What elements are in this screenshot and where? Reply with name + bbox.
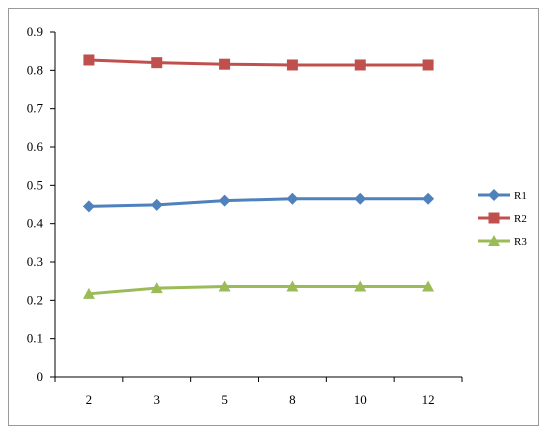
legend-label: R1 xyxy=(514,190,527,202)
legend-item-r3: R3 xyxy=(478,235,527,248)
data-point-r1 xyxy=(422,192,435,205)
data-point-r2 xyxy=(354,59,366,71)
series-layer xyxy=(82,54,435,299)
y-tick-label: 0.5 xyxy=(27,177,43,192)
data-point-r2 xyxy=(83,54,95,66)
legend: R1 R2 R3 xyxy=(478,189,527,248)
legend-item-r2: R2 xyxy=(478,212,527,225)
data-point-r3 xyxy=(286,280,299,292)
data-point-r1 xyxy=(286,192,299,205)
y-tick-label: 0.9 xyxy=(27,24,43,39)
y-tick-label: 0.1 xyxy=(27,331,43,346)
y-tick-label: 0.6 xyxy=(27,139,44,154)
data-point-r3 xyxy=(218,280,231,292)
y-tick-label: 0.3 xyxy=(27,254,43,269)
legend-marker xyxy=(488,235,500,246)
axes: 0 0.1 0.2 0.3 0.4 0.5 0.6 0.7 0.8 0.9 2 3 5 8 10 12 xyxy=(27,24,463,407)
y-tick-label: 0.8 xyxy=(27,62,43,77)
series-line-r2 xyxy=(88,58,429,67)
y-tick-label: 0.7 xyxy=(27,101,44,116)
data-point-r3 xyxy=(82,287,95,299)
legend-marker xyxy=(488,212,500,224)
series-line-r3 xyxy=(88,285,429,296)
legend-label: R3 xyxy=(514,236,527,248)
data-point-r1 xyxy=(354,192,367,205)
x-tick-label: 2 xyxy=(86,392,93,407)
data-point-r2 xyxy=(286,59,298,71)
y-tick-label: 0.2 xyxy=(27,292,43,307)
data-point-r3 xyxy=(422,280,435,292)
legend-label: R2 xyxy=(514,213,527,225)
series-line-r1 xyxy=(88,197,429,208)
x-tick-label: 8 xyxy=(289,392,296,407)
data-point-r2 xyxy=(151,57,163,69)
data-point-r2 xyxy=(219,58,231,70)
data-point-r3 xyxy=(354,280,367,292)
x-tick-label: 10 xyxy=(354,392,367,407)
data-point-r2 xyxy=(422,59,434,71)
x-tick-label: 12 xyxy=(422,392,435,407)
series-r2 xyxy=(83,54,434,71)
data-point-r3 xyxy=(150,282,163,294)
legend-item-r1: R1 xyxy=(478,189,527,202)
data-point-r1 xyxy=(82,200,95,213)
chart-frame xyxy=(8,8,539,426)
series-r1 xyxy=(82,192,435,213)
y-tick-label: 0 xyxy=(37,369,44,384)
x-tick-label: 3 xyxy=(154,392,161,407)
legend-marker xyxy=(488,189,500,201)
data-point-r1 xyxy=(218,194,231,207)
data-point-r1 xyxy=(150,198,163,211)
series-r3 xyxy=(82,280,435,299)
x-tick-label: 5 xyxy=(221,392,228,407)
y-tick-label: 0.4 xyxy=(27,216,44,231)
